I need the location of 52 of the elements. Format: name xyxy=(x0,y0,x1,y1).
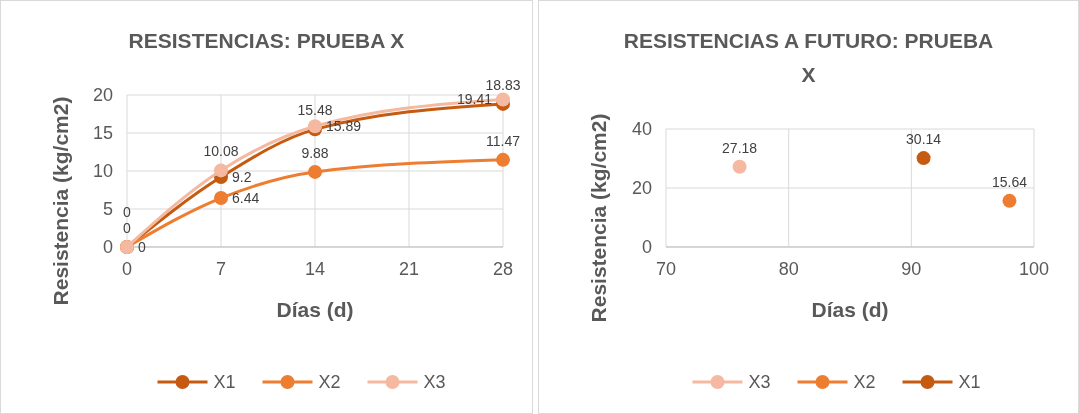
x-tick-label: 7 xyxy=(215,259,227,279)
data-label: 6.44 xyxy=(232,190,260,207)
data-label: 9.2 xyxy=(232,169,252,186)
point xyxy=(916,151,931,166)
data-label: 15.89 xyxy=(326,118,362,135)
y-axis-title: Resistencia (kg/cm2) xyxy=(587,113,610,323)
y-tick-label: 10 xyxy=(92,161,113,182)
data-label: 15.48 xyxy=(297,102,333,119)
chart-title: RESISTENCIAS: PRUEBA X xyxy=(128,29,405,52)
y-tick-label: 5 xyxy=(102,199,113,220)
legend-label: X1 xyxy=(958,372,981,393)
data-label: 9.88 xyxy=(301,144,329,161)
data-label: 30.14 xyxy=(906,131,942,148)
x-axis-title: Días (d) xyxy=(276,298,354,321)
point xyxy=(214,191,228,206)
point xyxy=(214,163,228,178)
data-label: 10.08 xyxy=(203,143,239,160)
data-label: 18.83 xyxy=(485,76,521,93)
point xyxy=(496,92,510,107)
legend-label: X1 xyxy=(213,372,236,393)
point xyxy=(1002,193,1017,208)
data-label: 0 xyxy=(123,204,132,220)
y-tick-label: 0 xyxy=(102,237,113,258)
x-axis-title: Días (d) xyxy=(811,298,889,321)
y-axis-title: Resistencia (kg/cm2) xyxy=(49,96,72,306)
legend-label: X3 xyxy=(748,372,771,393)
data-label: 0 xyxy=(123,220,132,236)
y-tick-label: 20 xyxy=(92,85,113,106)
point xyxy=(496,152,510,167)
chart-title: RESISTENCIAS A FUTURO: PRUEBA X xyxy=(623,29,994,86)
x-tick-label: 28 xyxy=(492,259,514,279)
legend-label: X3 xyxy=(423,372,446,393)
data-label: 11.47 xyxy=(486,132,521,149)
y-tick-label: 40 xyxy=(631,119,652,140)
y-tick-label: 15 xyxy=(92,123,113,144)
point xyxy=(732,159,747,174)
data-label: 27.18 xyxy=(722,139,758,156)
data-label: 15.64 xyxy=(991,173,1028,190)
y-tick-label: 0 xyxy=(641,237,652,258)
x-tick-label: 0 xyxy=(121,259,133,279)
data-label: 19.41 xyxy=(456,91,493,108)
x-tick-label: 14 xyxy=(304,259,326,279)
legend-label: X2 xyxy=(318,372,341,393)
x-tick-label: 90 xyxy=(901,259,922,279)
point xyxy=(308,164,322,179)
legend-label: X2 xyxy=(853,372,876,393)
data-label: 0 xyxy=(138,239,146,255)
y-tick-label: 20 xyxy=(631,178,652,199)
x-tick-label: 70 xyxy=(655,259,677,279)
x-tick-label: 80 xyxy=(778,259,799,279)
x-tick-label: 21 xyxy=(398,259,420,279)
x-tick-label: 100 xyxy=(1018,259,1050,279)
